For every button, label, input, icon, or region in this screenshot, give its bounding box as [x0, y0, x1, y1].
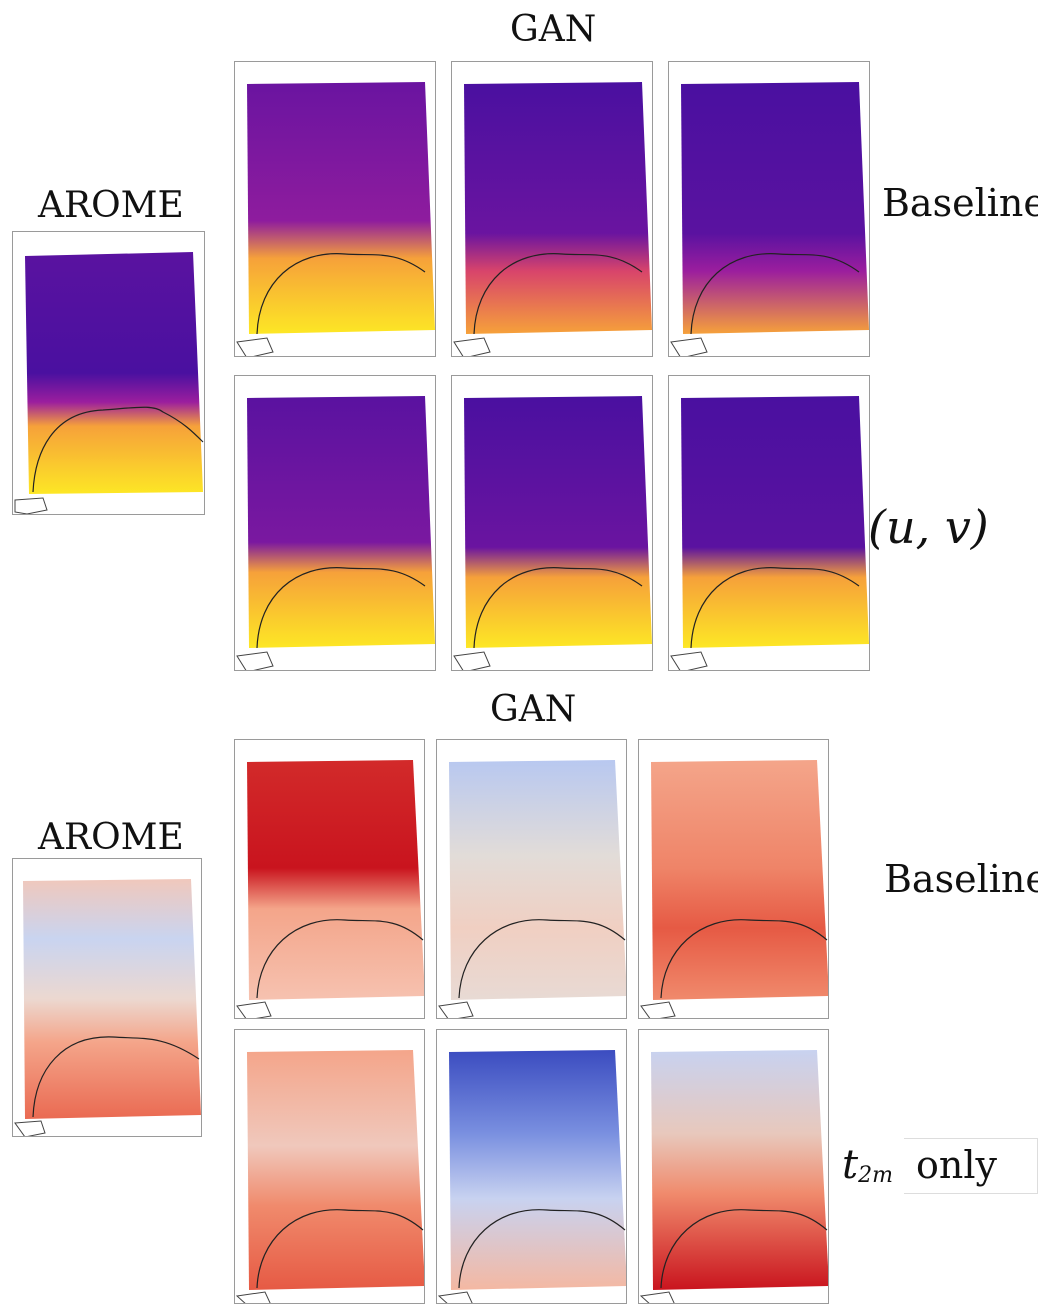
gan-wind-field [670, 82, 869, 356]
gan-baseline-temperature-map-2 [436, 739, 627, 1019]
top-row1-label: Baseline [882, 181, 1038, 225]
gan-wind-field [236, 82, 435, 356]
t2m-suffix: only [916, 1143, 998, 1187]
gan-temperature-field [639, 1050, 828, 1303]
bottom-gan-heading: GAN [490, 689, 577, 730]
gan-baseline-temperature-map-3 [638, 739, 829, 1019]
gan-baseline-wind-map-1 [234, 61, 436, 357]
t2m-label-box [904, 1138, 1038, 1194]
gan-temperature-field [437, 1050, 626, 1303]
top-row2-label: (u, v) [868, 500, 989, 554]
gan-baseline-temperature-map-1 [234, 739, 425, 1019]
gan-temperature-field [235, 1050, 424, 1303]
arome-wind-field [14, 252, 204, 514]
gan-t2m-temperature-map-3 [638, 1029, 829, 1304]
gan-t2m-temperature-map-1 [234, 1029, 425, 1304]
gan-t2m-temperature-map-2 [436, 1029, 627, 1304]
t2m-symbol: t [842, 1142, 859, 1188]
gan-baseline-wind-map-3 [668, 61, 870, 357]
gan-baseline-wind-map-2 [451, 61, 653, 357]
gan-temperature-field [640, 760, 828, 1018]
gan-uv-wind-map-1 [234, 375, 436, 671]
gan-temperature-field [438, 760, 626, 1018]
gan-uv-wind-map-3 [668, 375, 870, 671]
top-arome-heading: AROME [38, 185, 184, 226]
gan-temperature-field [236, 760, 424, 1018]
bottom-arome-heading: AROME [38, 817, 184, 858]
arome-temperature-field [14, 879, 201, 1136]
t2m-subscript: 2m [858, 1163, 893, 1189]
gan-wind-field [670, 396, 869, 670]
gan-wind-field [236, 396, 435, 670]
gan-uv-wind-map-2 [451, 375, 653, 671]
arome-temperature-map [12, 858, 202, 1137]
bottom-row1-label: Baseline [884, 857, 1038, 901]
bottom-row2-label: t2m only [842, 1142, 997, 1188]
top-gan-heading: GAN [510, 9, 597, 50]
gan-wind-field [453, 82, 652, 356]
gan-wind-field [453, 396, 652, 670]
arome-wind-map [12, 231, 205, 515]
